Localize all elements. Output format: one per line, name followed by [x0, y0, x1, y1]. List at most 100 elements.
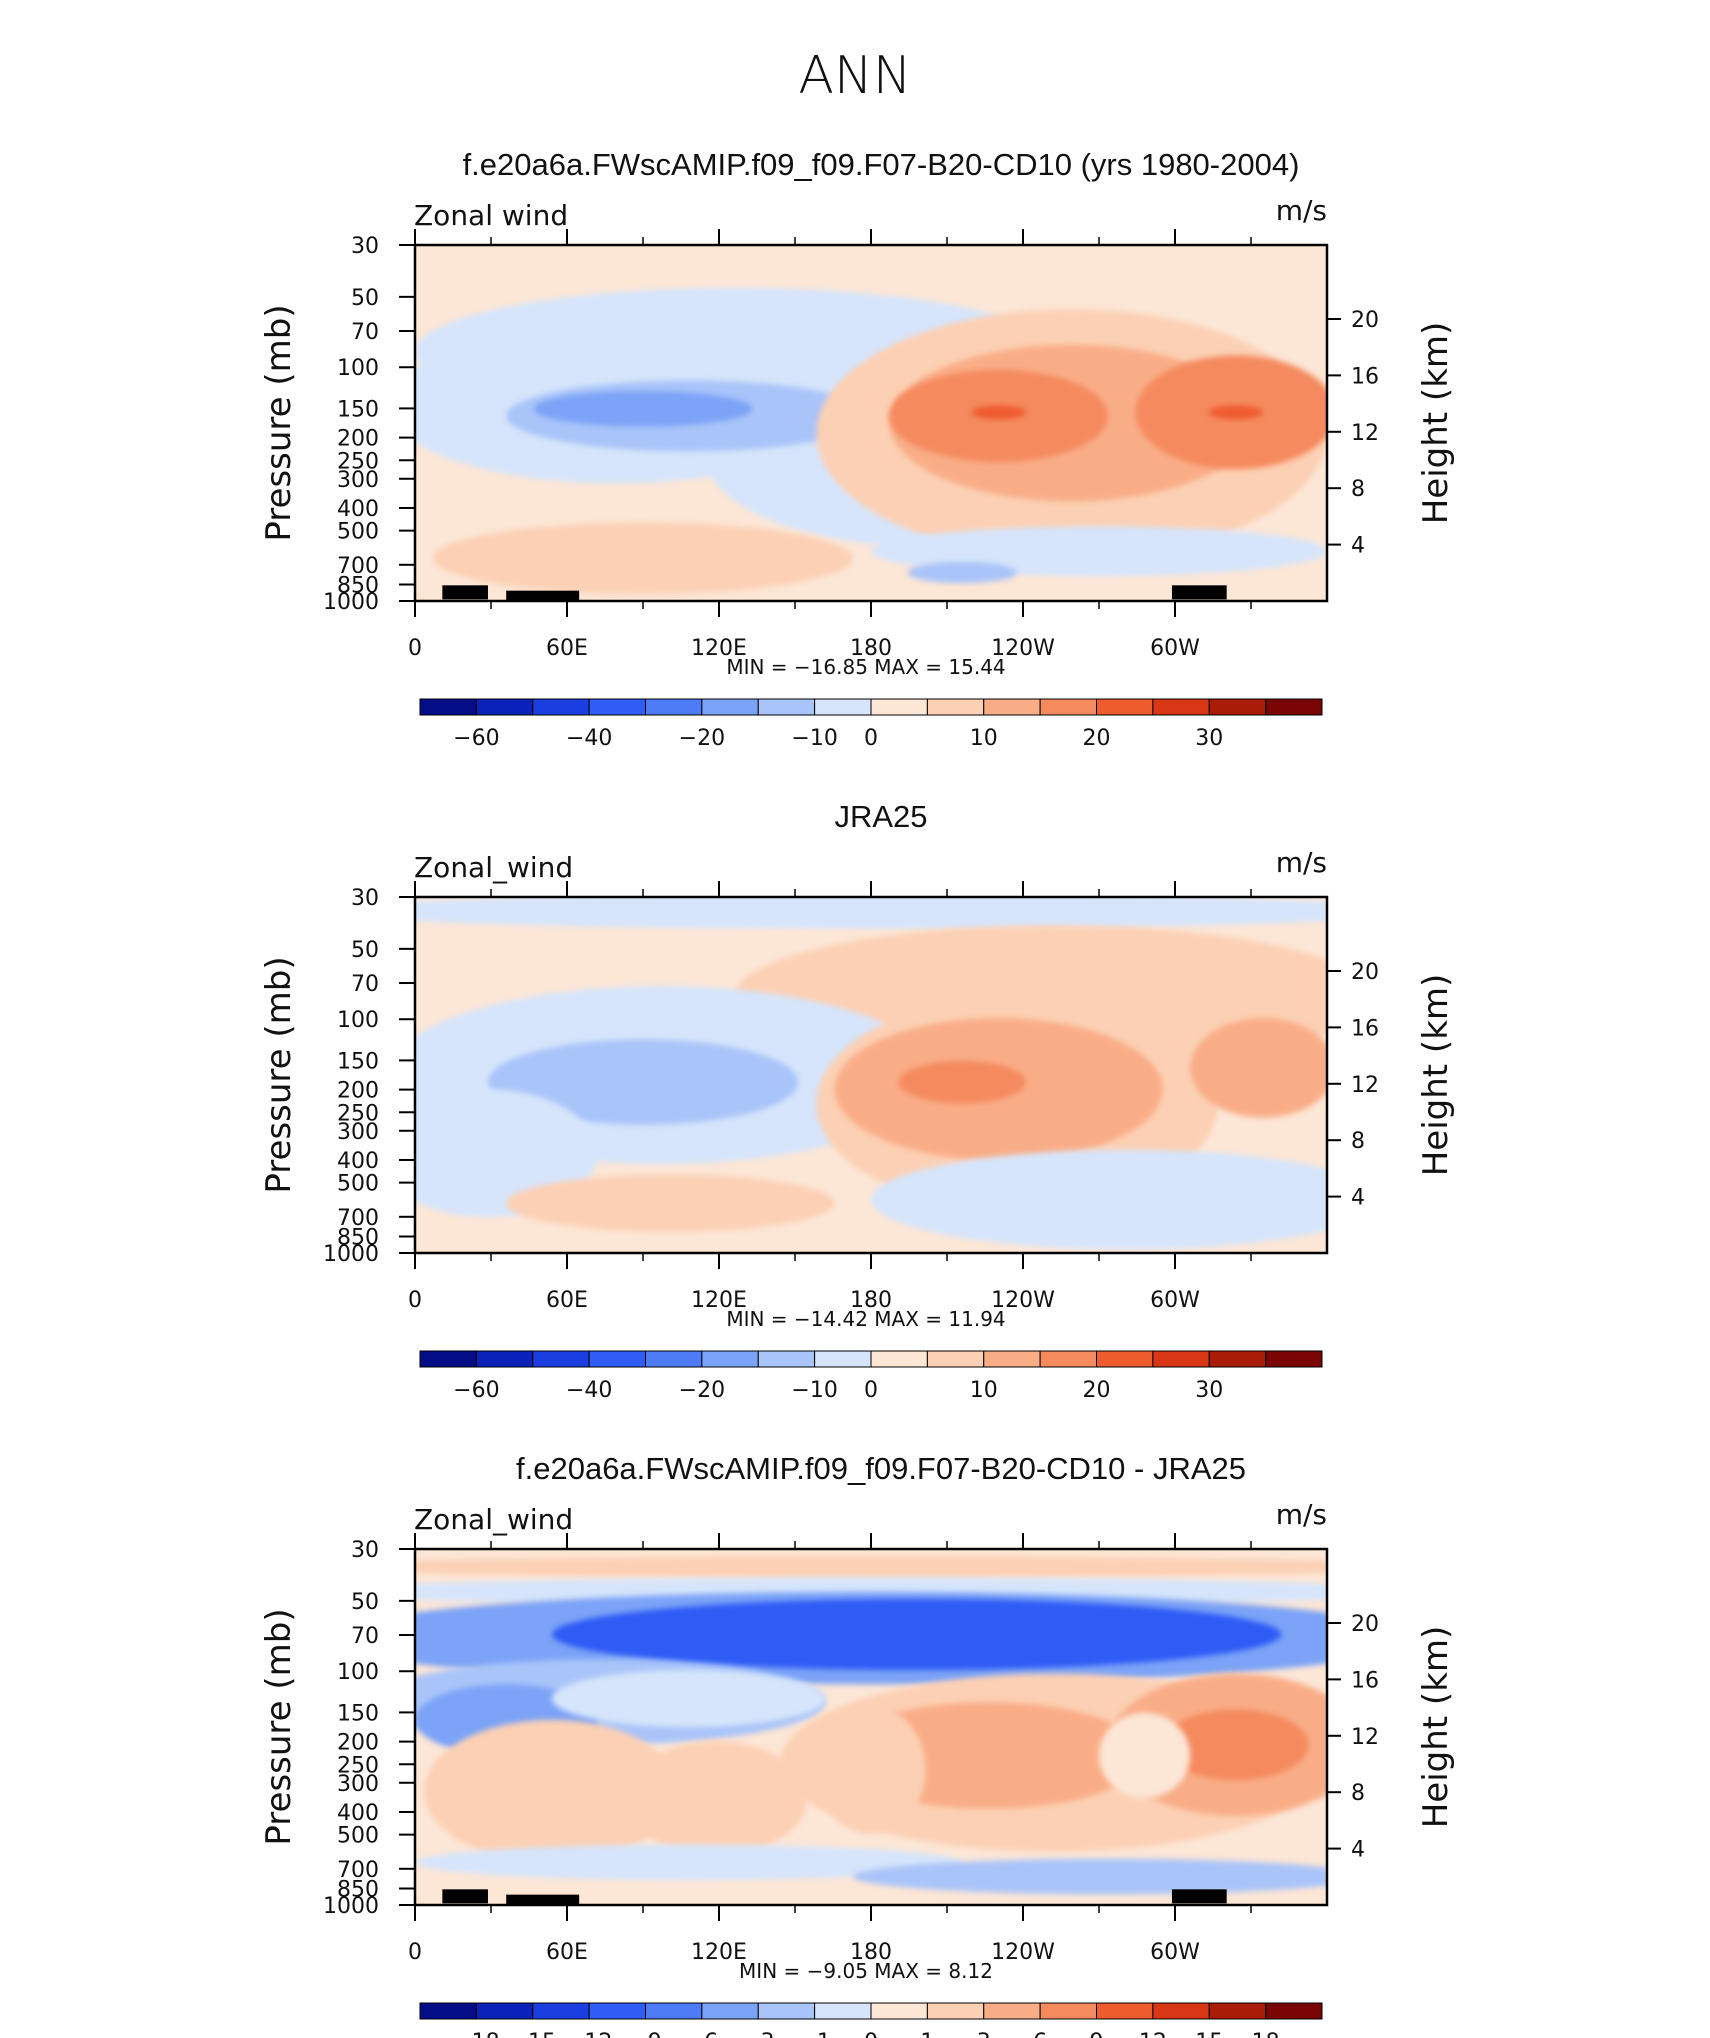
colorbar-box — [701, 698, 759, 716]
chart-panel: f.e20a6a.FWscAMIP.f09_f09.F07-B20-CD10 -… — [259, 1451, 1456, 2038]
x-tick-label: 120W — [991, 1288, 1055, 1313]
colorbar-label: 0 — [864, 726, 878, 751]
y-tick-label: 30 — [351, 234, 379, 259]
colorbar-label: 10 — [970, 726, 998, 751]
y-axis-title: Pressure (mb) — [259, 956, 299, 1193]
figure-title: ANN — [798, 46, 912, 106]
x-tick-label: 60W — [1150, 1940, 1200, 1965]
colorbar-box — [588, 1350, 646, 1368]
topography-mask — [1171, 1889, 1227, 1904]
topography-mask — [1171, 585, 1227, 600]
y-tick-label: 50 — [351, 938, 379, 963]
y-tick-label: 850 — [337, 1226, 379, 1251]
y-tick-label: 200 — [337, 1731, 379, 1756]
y-tick-label: 1000 — [323, 590, 379, 615]
colorbar-label: −12 — [566, 2030, 612, 2038]
y-tick-label: 300 — [337, 1772, 379, 1797]
y-tick-label: 1000 — [323, 1894, 379, 1919]
colorbar-box — [814, 698, 872, 716]
colorbar-box — [1096, 698, 1154, 716]
chart-panel: JRA25 Zonal_wind m/s 0 60E 120E 180 120W 60W 30 50… — [259, 799, 1456, 1403]
contour-region — [1190, 1018, 1327, 1118]
colorbar-box — [1152, 698, 1210, 716]
y-tick-label: 70 — [351, 972, 379, 997]
y2-axis-title: Height (km) — [1416, 1626, 1456, 1829]
topography-mask — [442, 585, 488, 600]
height-tick-label: 12 — [1351, 1725, 1379, 1750]
contour-region — [1162, 1709, 1309, 1781]
height-tick-label: 4 — [1351, 1838, 1365, 1863]
y-tick-label: 500 — [337, 1824, 379, 1849]
colorbar-label: 20 — [1083, 726, 1111, 751]
colorbar-box — [1096, 1350, 1154, 1368]
colorbar-label: 15 — [1195, 2030, 1223, 2038]
colorbar-label: −1 — [798, 2030, 830, 2038]
colorbar-label: 6 — [1033, 2030, 1047, 2038]
left-string: Zonal wind — [414, 199, 568, 232]
contour-field — [415, 1549, 1327, 1905]
height-tick-label: 8 — [1351, 1781, 1365, 1806]
contour-region — [1208, 405, 1264, 420]
colorbar-box — [814, 2002, 872, 2020]
contour-region — [415, 897, 1327, 930]
contour-region — [816, 1705, 926, 1834]
colorbar-box — [645, 1350, 703, 1368]
colorbar-label: 9 — [1090, 2030, 1104, 2038]
units-label: m/s — [1276, 194, 1327, 227]
y-tick-label: 700 — [337, 1858, 379, 1883]
y-tick-label: 500 — [337, 1172, 379, 1197]
y-tick-label: 300 — [337, 1120, 379, 1145]
colorbar-label: −40 — [566, 1378, 612, 1403]
y-tick-label: 700 — [337, 1206, 379, 1231]
contour-region — [1099, 1712, 1191, 1799]
units-label: m/s — [1276, 1498, 1327, 1531]
min-max-label: MIN = −9.05 MAX = 8.12 — [739, 1959, 993, 1983]
x-tick-label: 180 — [850, 1288, 892, 1313]
y-tick-label: 50 — [351, 286, 379, 311]
y-tick-label: 400 — [337, 1801, 379, 1826]
colorbar-box — [701, 2002, 759, 2020]
colorbar-box — [475, 2002, 534, 2020]
y-tick-label: 250 — [337, 1101, 379, 1126]
colorbar-label: −40 — [566, 726, 612, 751]
colorbar-box — [983, 2002, 1041, 2020]
x-tick-label: 120E — [691, 1288, 747, 1313]
colorbar-label: −60 — [453, 1378, 499, 1403]
topography-mask — [506, 1894, 580, 1905]
colorbar-box — [926, 1350, 985, 1368]
height-tick-label: 8 — [1351, 477, 1365, 502]
contour-region — [971, 405, 1027, 420]
x-tick-label: 0 — [408, 636, 422, 661]
contour-region — [506, 1174, 835, 1232]
y-tick-label: 400 — [337, 497, 379, 522]
contour-region — [415, 1844, 963, 1881]
colorbar-box — [588, 698, 646, 716]
x-tick-label: 0 — [408, 1940, 422, 1965]
colorbar-label: 0 — [864, 2030, 878, 2038]
colorbar-label: 0 — [864, 1378, 878, 1403]
colorbar-label: −20 — [679, 726, 725, 751]
y-tick-label: 850 — [337, 574, 379, 599]
colorbar-box — [1039, 698, 1097, 716]
left-string: Zonal_wind — [414, 851, 573, 884]
height-tick-label: 12 — [1351, 1073, 1379, 1098]
chart-title: JRA25 — [834, 799, 927, 834]
colorbar-box — [757, 2002, 816, 2020]
y-axis-title: Pressure (mb) — [259, 1608, 299, 1845]
height-tick-label: 16 — [1351, 1668, 1379, 1693]
colorbar-box — [870, 2002, 928, 2020]
min-max-label: MIN = −14.42 MAX = 11.94 — [726, 1307, 1005, 1331]
colorbar-box — [870, 698, 928, 716]
units-label: m/s — [1276, 846, 1327, 879]
y-tick-label: 150 — [337, 1701, 379, 1726]
x-tick-label: 60E — [546, 1940, 588, 1965]
contour-region — [551, 1670, 826, 1727]
contour-field — [415, 897, 1327, 1253]
colorbar-label: −6 — [686, 2030, 718, 2038]
contour-region — [487, 1039, 799, 1125]
height-tick-label: 16 — [1351, 1016, 1379, 1041]
colorbar-label: −60 — [453, 726, 499, 751]
contour-region — [433, 522, 853, 594]
y-tick-label: 700 — [337, 554, 379, 579]
